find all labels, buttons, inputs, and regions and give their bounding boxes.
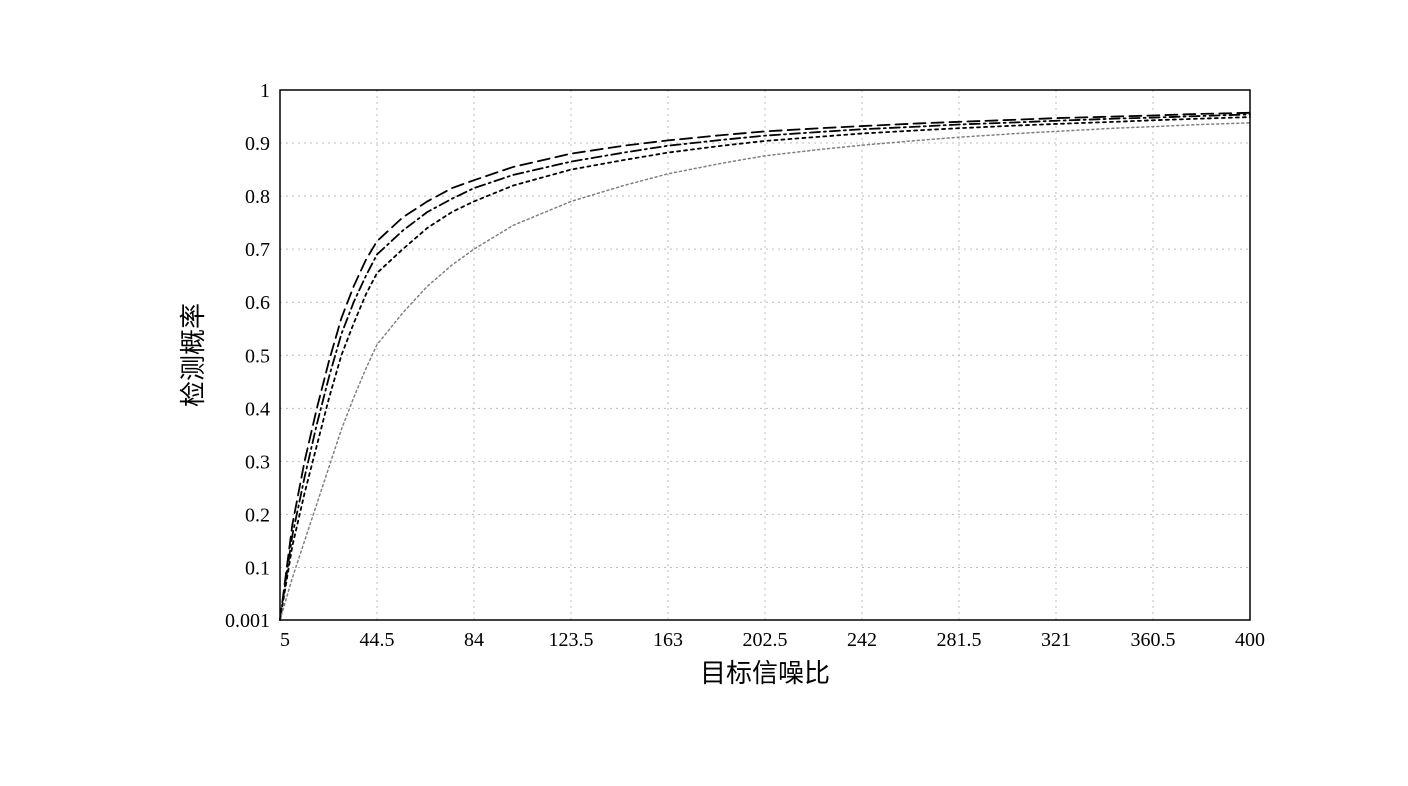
y-tick-label: 0.2 — [245, 504, 270, 526]
y-tick-label: 0.6 — [245, 292, 270, 314]
x-tick-label: 5 — [280, 629, 290, 651]
y-axis-label: 检测概率 — [179, 303, 208, 407]
x-tick-label: 44.5 — [360, 629, 395, 651]
x-tick-label: 202.5 — [743, 629, 788, 651]
x-tick-label: 360.5 — [1131, 629, 1176, 651]
y-tick-label: 0.4 — [245, 398, 270, 420]
y-tick-label: 0.9 — [245, 133, 270, 155]
x-axis-label: 目标信噪比 — [700, 659, 830, 688]
x-tick-label: 400 — [1235, 629, 1265, 651]
y-tick-label: 0.1 — [245, 557, 270, 579]
y-tick-label: 0.7 — [245, 239, 270, 261]
line-chart: 5 44.5 84 123.5 163 202.5 242 281.5 321 360.5 400 0… — [170, 70, 1270, 710]
x-tick-label: 281.5 — [937, 629, 982, 651]
y-tick-label: 1 — [260, 80, 270, 102]
x-tick-label: 242 — [847, 629, 877, 651]
y-tick-label: 0.5 — [245, 345, 270, 367]
chart-container: 5 44.5 84 123.5 163 202.5 242 281.5 321 360.5 400 0… — [170, 70, 1270, 710]
series-line-series-4 — [280, 123, 1250, 620]
y-tick-label: 0.3 — [245, 451, 270, 473]
y-tick-label: 0.8 — [245, 186, 270, 208]
x-tick-label: 123.5 — [549, 629, 594, 651]
x-tick-label: 321 — [1041, 629, 1071, 651]
y-tick-label: 0.001 — [225, 610, 270, 632]
x-tick-label: 84 — [464, 629, 484, 651]
x-tick-label: 163 — [653, 629, 683, 651]
